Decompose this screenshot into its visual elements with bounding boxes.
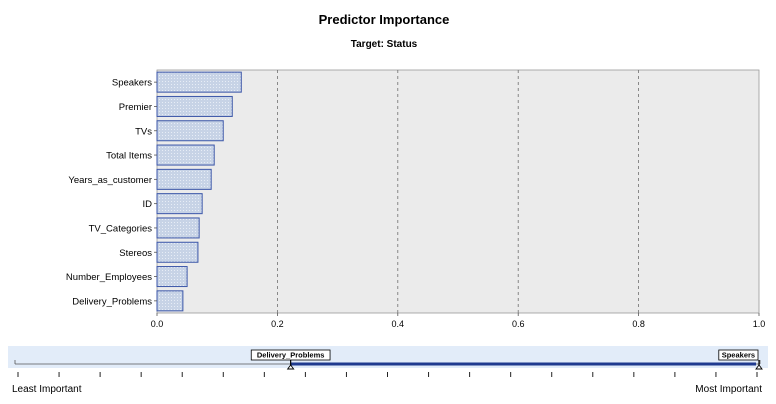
bar-stereos — [156, 241, 199, 263]
x-tick-label: 0.0 — [151, 319, 164, 329]
category-label: Premier — [119, 102, 152, 113]
slider-right-handle-grip — [755, 364, 763, 370]
slider-left-marker-label-box — [250, 349, 331, 361]
least-important-label: Least Important — [12, 384, 82, 395]
slider-left-handle[interactable] — [286, 360, 295, 370]
category-label: Number_Employees — [66, 272, 152, 283]
bar-speakers — [156, 71, 242, 93]
category-label: ID — [143, 199, 153, 210]
slider-right-marker-label-text: Speakers — [722, 351, 755, 360]
bar-id — [156, 193, 203, 215]
bar-number-employees — [156, 266, 188, 288]
importance-slider[interactable]: Delivery_Problems Speakers Least Important… — [8, 346, 768, 395]
slider-left-marker-label-text: Delivery_Problems — [257, 351, 325, 360]
bar-delivery-problems — [156, 290, 184, 312]
category-label: Stereos — [119, 248, 152, 259]
category-label: TVs — [135, 126, 152, 137]
x-tick-label: 0.2 — [271, 319, 284, 329]
x-tick-label: 1.0 — [753, 319, 766, 329]
slider-right-marker-label: Speakers — [718, 349, 759, 361]
slider-left-handle-grip — [286, 364, 295, 370]
x-tick-label: 0.6 — [512, 319, 525, 329]
category-label: Years_as_customer — [68, 175, 152, 186]
category-label: Total Items — [106, 151, 152, 162]
plot-background — [156, 69, 760, 314]
category-label: Speakers — [112, 78, 152, 89]
most-important-label: Most Important — [695, 384, 762, 395]
bar-total-items — [156, 144, 215, 166]
slider-right-marker-label-box — [718, 349, 759, 361]
bar-years-as-customer — [156, 168, 212, 190]
bar-premier — [156, 95, 233, 117]
bar-tvs — [156, 120, 224, 142]
chart-title: Predictor Importance — [319, 12, 450, 27]
x-tick-label: 0.4 — [392, 319, 405, 329]
category-label: Delivery_Problems — [72, 296, 152, 307]
plot-area: 0.0 0.2 0.4 0.6 0.8 1.0 Speakers Premier TVs Tota… — [66, 69, 766, 329]
category-label: TV_Categories — [89, 223, 153, 234]
slider-right-handle[interactable] — [755, 360, 763, 370]
slider-left-marker-label: Delivery_Problems — [250, 349, 331, 361]
chart-subtitle: Target: Status — [351, 39, 418, 50]
bar-tv-categories — [156, 217, 200, 239]
x-tick-label: 0.8 — [632, 319, 645, 329]
